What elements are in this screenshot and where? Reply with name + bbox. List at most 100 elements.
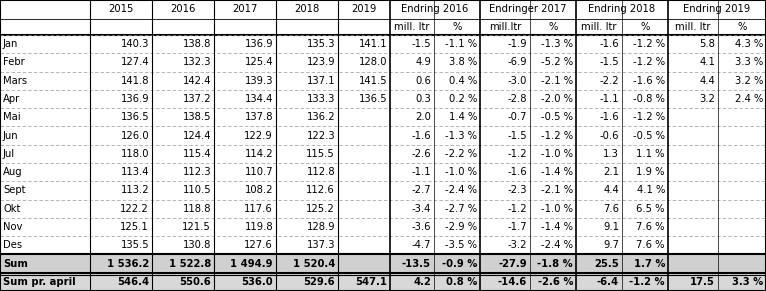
Text: -3.4: -3.4 [411, 204, 431, 214]
Text: 0.2 %: 0.2 % [449, 94, 477, 104]
Text: 4.4: 4.4 [604, 185, 619, 196]
Text: -1.1: -1.1 [411, 167, 431, 177]
Text: Endring 2016: Endring 2016 [401, 4, 469, 15]
Text: Sept: Sept [3, 185, 25, 196]
Text: mill. ltr: mill. ltr [676, 22, 711, 32]
Text: -2.2 %: -2.2 % [445, 149, 477, 159]
Text: -0.6: -0.6 [600, 131, 619, 141]
Text: -1.1 %: -1.1 % [445, 39, 477, 49]
Text: 1 522.8: 1 522.8 [169, 259, 211, 269]
Text: 117.6: 117.6 [244, 204, 273, 214]
Text: 118.8: 118.8 [182, 204, 211, 214]
Text: 7.6 %: 7.6 % [637, 240, 665, 250]
Text: %: % [452, 22, 462, 32]
Text: -1.5: -1.5 [599, 57, 619, 68]
Text: 1 494.9: 1 494.9 [231, 259, 273, 269]
Text: 4.1 %: 4.1 % [637, 185, 665, 196]
Text: mill. ltr: mill. ltr [581, 22, 617, 32]
Text: -2.1 %: -2.1 % [541, 76, 573, 86]
Text: 122.3: 122.3 [306, 131, 335, 141]
Text: Aug: Aug [3, 167, 23, 177]
Text: 3.2 %: 3.2 % [735, 76, 763, 86]
Text: -1.5: -1.5 [507, 131, 527, 141]
Text: 6.5 %: 6.5 % [637, 204, 665, 214]
Text: 2.1: 2.1 [603, 167, 619, 177]
Text: 1 520.4: 1 520.4 [293, 259, 335, 269]
Text: 113.2: 113.2 [120, 185, 149, 196]
Text: 141.8: 141.8 [120, 76, 149, 86]
Text: %: % [548, 22, 558, 32]
Text: 1.1 %: 1.1 % [637, 149, 665, 159]
Text: 123.9: 123.9 [306, 57, 335, 68]
Text: 110.5: 110.5 [182, 185, 211, 196]
Text: mill.ltr: mill.ltr [489, 22, 521, 32]
Text: 136.2: 136.2 [306, 112, 335, 122]
Text: 9.7: 9.7 [603, 240, 619, 250]
Text: 9.1: 9.1 [603, 222, 619, 232]
Text: 128.9: 128.9 [306, 222, 335, 232]
Text: 17.5: 17.5 [690, 277, 715, 287]
Text: 112.3: 112.3 [182, 167, 211, 177]
Text: 1.7 %: 1.7 % [633, 259, 665, 269]
Text: Jul: Jul [3, 149, 15, 159]
Text: 4.1: 4.1 [699, 57, 715, 68]
Text: -1.5: -1.5 [411, 39, 431, 49]
Text: 547.1: 547.1 [355, 277, 387, 287]
Text: -3.2: -3.2 [508, 240, 527, 250]
Text: 2016: 2016 [170, 4, 195, 15]
Text: 529.6: 529.6 [303, 277, 335, 287]
Text: -1.6 %: -1.6 % [633, 76, 665, 86]
Text: Jan: Jan [3, 39, 18, 49]
Text: 2019: 2019 [352, 4, 377, 15]
Text: -0.5 %: -0.5 % [541, 112, 573, 122]
Text: 122.9: 122.9 [244, 131, 273, 141]
Text: 0.4 %: 0.4 % [449, 76, 477, 86]
Text: 2017: 2017 [232, 4, 257, 15]
Text: Sum: Sum [3, 259, 28, 269]
Text: -4.7: -4.7 [411, 240, 431, 250]
Text: 3.3 %: 3.3 % [732, 277, 763, 287]
Text: 142.4: 142.4 [182, 76, 211, 86]
Text: -1.2: -1.2 [507, 204, 527, 214]
Text: 122.2: 122.2 [120, 204, 149, 214]
Text: 115.5: 115.5 [306, 149, 335, 159]
Text: -1.4 %: -1.4 % [541, 222, 573, 232]
Text: 113.4: 113.4 [120, 167, 149, 177]
Text: -27.9: -27.9 [499, 259, 527, 269]
Text: 1.9 %: 1.9 % [637, 167, 665, 177]
Text: Mars: Mars [3, 76, 27, 86]
Text: 139.3: 139.3 [244, 76, 273, 86]
Text: Des: Des [3, 240, 22, 250]
Text: Endringer 2017: Endringer 2017 [489, 4, 567, 15]
Text: -2.6: -2.6 [411, 149, 431, 159]
Text: Sum pr. april: Sum pr. april [3, 277, 76, 287]
Text: Nov: Nov [3, 222, 22, 232]
Bar [1, 273, 765, 291]
Text: Jun: Jun [3, 131, 18, 141]
Text: 4.4: 4.4 [699, 76, 715, 86]
Text: 140.3: 140.3 [120, 39, 149, 49]
Text: -1.0 %: -1.0 % [541, 204, 573, 214]
Text: Endring 2018: Endring 2018 [588, 4, 656, 15]
Text: -3.5 %: -3.5 % [445, 240, 477, 250]
Text: 3.3 %: 3.3 % [735, 57, 763, 68]
Text: 112.6: 112.6 [306, 185, 335, 196]
Text: 136.5: 136.5 [120, 112, 149, 122]
Text: -5.2 %: -5.2 % [541, 57, 573, 68]
Text: 0.8 %: 0.8 % [446, 277, 477, 287]
Text: 136.5: 136.5 [358, 94, 387, 104]
Text: -1.6: -1.6 [507, 167, 527, 177]
Text: 138.8: 138.8 [182, 39, 211, 49]
Text: -0.7: -0.7 [508, 112, 527, 122]
Text: -3.6: -3.6 [411, 222, 431, 232]
Text: 7.6 %: 7.6 % [637, 222, 665, 232]
Text: -1.2 %: -1.2 % [633, 57, 665, 68]
Text: 127.4: 127.4 [120, 57, 149, 68]
Text: -0.5 %: -0.5 % [633, 131, 665, 141]
Text: Endring 2019: Endring 2019 [683, 4, 751, 15]
Text: Febr: Febr [3, 57, 25, 68]
Text: 2018: 2018 [294, 4, 319, 15]
Text: 25.5: 25.5 [594, 259, 619, 269]
Text: 121.5: 121.5 [182, 222, 211, 232]
Text: 3.2: 3.2 [699, 94, 715, 104]
